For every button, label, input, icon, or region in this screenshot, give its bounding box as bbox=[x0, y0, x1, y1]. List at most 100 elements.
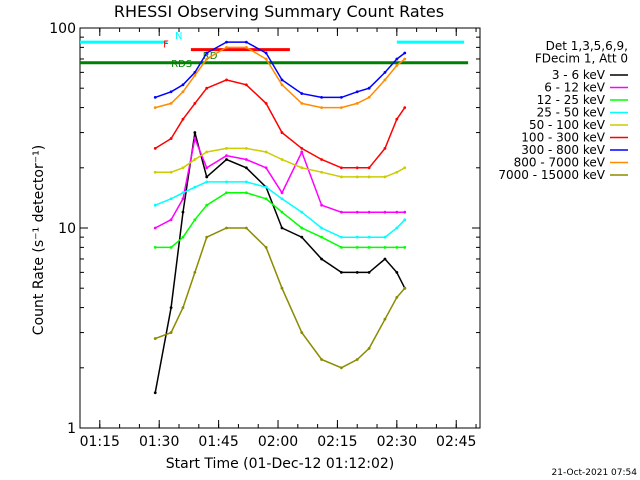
data-point bbox=[244, 45, 248, 49]
data-point bbox=[355, 166, 359, 170]
data-point bbox=[300, 147, 304, 150]
flag-label: N bbox=[175, 31, 182, 42]
data-point bbox=[300, 210, 304, 214]
data-point bbox=[320, 170, 323, 174]
data-point bbox=[181, 117, 185, 121]
data-point bbox=[169, 331, 173, 334]
data-point bbox=[264, 101, 268, 105]
x-tick-label: 02:15 bbox=[317, 434, 357, 450]
flag-label: RDS bbox=[171, 59, 192, 70]
data-point bbox=[205, 175, 209, 179]
data-point bbox=[205, 203, 209, 207]
y-axis-label: Count Rate (s⁻¹ detector⁻¹) bbox=[31, 145, 47, 335]
x-axis-label: Start Time (01-Dec-12 01:12:02) bbox=[166, 456, 394, 472]
data-point bbox=[205, 51, 209, 55]
data-point bbox=[355, 270, 359, 274]
data-point bbox=[225, 226, 228, 230]
data-point bbox=[264, 150, 268, 154]
data-point bbox=[339, 270, 343, 274]
legend-entry-label: 50 - 100 keV bbox=[529, 118, 606, 132]
data-point bbox=[339, 166, 343, 170]
data-point bbox=[193, 218, 197, 222]
data-point bbox=[181, 90, 185, 94]
legend-entry-label: 800 - 7000 keV bbox=[514, 156, 606, 170]
data-point bbox=[244, 158, 248, 161]
data-point bbox=[244, 40, 248, 44]
data-point bbox=[280, 158, 284, 161]
y-tick-label: 10 bbox=[58, 221, 76, 237]
x-axis-ticks: 01:15 01:30 01:45 02:00 02:15 02:30 02:45 bbox=[79, 28, 477, 450]
data-point bbox=[280, 286, 284, 290]
data-point bbox=[383, 175, 387, 179]
data-point bbox=[193, 70, 197, 74]
series-line bbox=[154, 135, 405, 229]
data-point bbox=[205, 166, 209, 170]
flag-label: F bbox=[163, 39, 169, 50]
data-point bbox=[320, 235, 323, 239]
series-line bbox=[154, 79, 406, 169]
data-point bbox=[181, 306, 185, 309]
data-point bbox=[320, 95, 323, 99]
legend-entry-label: 6 - 12 keV bbox=[544, 81, 606, 95]
data-point bbox=[355, 101, 359, 105]
data-point bbox=[403, 106, 407, 109]
data-point bbox=[355, 175, 359, 179]
data-point bbox=[367, 86, 371, 90]
data-point bbox=[355, 210, 359, 214]
data-point bbox=[280, 131, 284, 134]
data-point bbox=[383, 245, 387, 249]
data-point bbox=[181, 166, 185, 170]
data-point bbox=[205, 235, 209, 239]
x-tick-label: 01:45 bbox=[198, 434, 238, 450]
data-point bbox=[193, 158, 197, 161]
data-point bbox=[403, 166, 407, 170]
data-point bbox=[320, 158, 323, 161]
data-point bbox=[153, 95, 157, 99]
data-point bbox=[383, 147, 387, 150]
data-point bbox=[395, 245, 399, 249]
data-point bbox=[244, 191, 248, 195]
data-point bbox=[193, 270, 197, 274]
data-point bbox=[225, 191, 228, 195]
data-point bbox=[339, 366, 343, 370]
data-point bbox=[355, 358, 359, 361]
data-point bbox=[244, 180, 248, 184]
data-point bbox=[205, 57, 209, 61]
data-point bbox=[403, 210, 407, 214]
data-point bbox=[181, 191, 185, 195]
data-point bbox=[169, 170, 173, 174]
data-point bbox=[395, 270, 399, 274]
data-point bbox=[300, 150, 304, 154]
data-point bbox=[153, 106, 157, 109]
data-point bbox=[225, 147, 228, 150]
data-point bbox=[367, 245, 371, 249]
y-tick-label: 1 bbox=[67, 421, 76, 437]
data-point bbox=[395, 210, 399, 214]
data-point bbox=[153, 170, 157, 174]
series-line bbox=[154, 227, 406, 369]
data-point bbox=[320, 257, 323, 261]
data-point bbox=[181, 210, 185, 214]
legend-entry-label: 100 - 300 keV bbox=[521, 131, 605, 145]
data-point bbox=[355, 235, 359, 239]
legend-entry-label: 300 - 800 keV bbox=[521, 143, 605, 157]
data-point bbox=[264, 197, 268, 201]
data-point bbox=[264, 185, 268, 189]
data-point bbox=[153, 147, 157, 150]
data-point bbox=[383, 317, 387, 321]
legend-header-line: Det 1,3,5,6,9, bbox=[546, 39, 628, 53]
data-point bbox=[383, 235, 387, 239]
data-point bbox=[181, 83, 185, 87]
footer-date: 21-Oct-2021 07:54 bbox=[552, 468, 638, 478]
data-point bbox=[205, 180, 209, 184]
data-point bbox=[280, 78, 284, 82]
legend-entry-label: 7000 - 15000 keV bbox=[498, 168, 605, 182]
legend-entry-label: 12 - 25 keV bbox=[537, 93, 606, 107]
y-axis-ticks: 1 10 100 bbox=[49, 21, 480, 437]
data-point bbox=[193, 101, 197, 105]
x-tick-label: 01:15 bbox=[80, 434, 120, 450]
data-point bbox=[383, 78, 387, 82]
data-point bbox=[205, 86, 209, 90]
